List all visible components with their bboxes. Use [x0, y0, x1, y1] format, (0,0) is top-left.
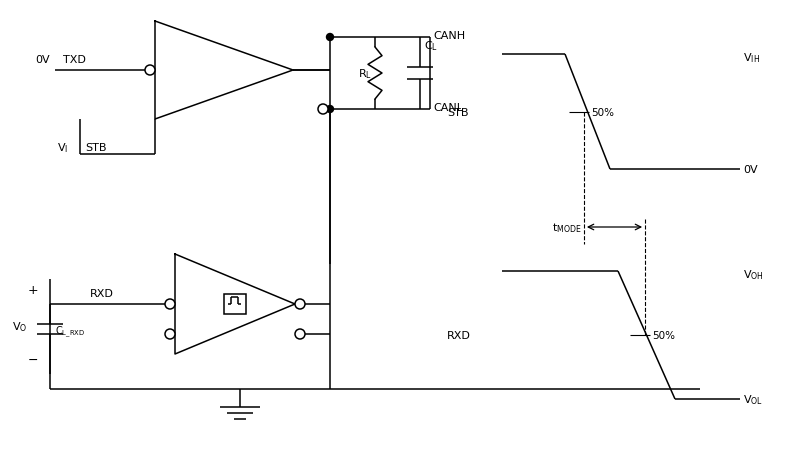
Text: 0V: 0V — [35, 55, 50, 65]
Circle shape — [326, 106, 333, 113]
Text: 0V: 0V — [743, 165, 757, 175]
Circle shape — [165, 329, 175, 339]
Text: RXD: RXD — [447, 330, 471, 340]
Text: R$_\mathregular{L}$: R$_\mathregular{L}$ — [358, 67, 372, 81]
Text: V$_\mathregular{OH}$: V$_\mathregular{OH}$ — [743, 268, 764, 282]
Circle shape — [295, 329, 305, 339]
Text: C$_\mathregular{L}$: C$_\mathregular{L}$ — [424, 39, 438, 53]
Text: V$_\mathregular{OL}$: V$_\mathregular{OL}$ — [743, 392, 763, 406]
Bar — [224, 294, 246, 314]
Text: V$_\mathregular{I}$: V$_\mathregular{I}$ — [57, 141, 69, 155]
Text: −: − — [28, 353, 39, 366]
Text: V$_\mathregular{IH}$: V$_\mathregular{IH}$ — [743, 51, 760, 65]
Text: C$_\mathregular{L\_RXD}$: C$_\mathregular{L\_RXD}$ — [55, 324, 85, 339]
Text: TXD: TXD — [63, 55, 86, 65]
Circle shape — [145, 66, 155, 76]
Text: 50%: 50% — [652, 330, 675, 340]
Circle shape — [295, 300, 305, 309]
Circle shape — [318, 105, 328, 115]
Text: CANL: CANL — [433, 103, 463, 113]
Text: t$_\mathregular{MODE}$: t$_\mathregular{MODE}$ — [552, 221, 582, 234]
Text: +: + — [28, 283, 39, 296]
Text: STB: STB — [85, 143, 106, 153]
Text: 50%: 50% — [591, 107, 614, 117]
Circle shape — [326, 34, 333, 41]
Circle shape — [165, 300, 175, 309]
Text: STB: STB — [447, 107, 469, 117]
Text: V$_\mathregular{O}$: V$_\mathregular{O}$ — [12, 320, 28, 334]
Text: CANH: CANH — [433, 31, 465, 41]
Text: RXD: RXD — [90, 288, 114, 298]
